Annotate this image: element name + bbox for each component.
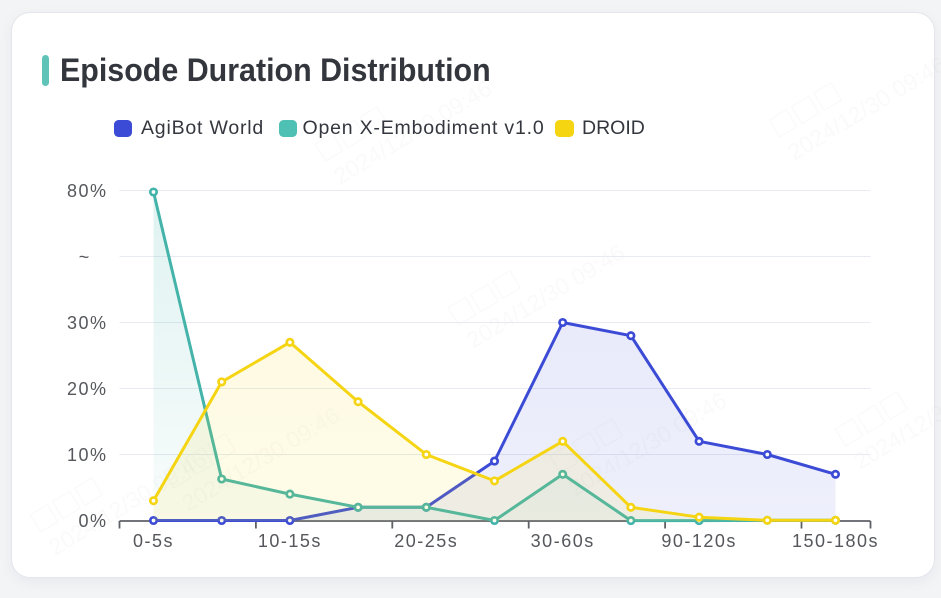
svg-text:0-5s: 0-5s bbox=[133, 531, 174, 551]
svg-text:10%: 10% bbox=[67, 445, 108, 465]
svg-text:150-180s: 150-180s bbox=[792, 531, 879, 551]
svg-text:10-15s: 10-15s bbox=[258, 531, 322, 551]
svg-text:30-60s: 30-60s bbox=[531, 531, 595, 551]
svg-text:80%: 80% bbox=[67, 181, 108, 201]
svg-text:30%: 30% bbox=[67, 313, 108, 333]
svg-text:90-120s: 90-120s bbox=[661, 531, 737, 551]
svg-text:20%: 20% bbox=[67, 379, 108, 399]
svg-text:0%: 0% bbox=[78, 511, 107, 531]
svg-text:20-25s: 20-25s bbox=[394, 531, 458, 551]
svg-text:~: ~ bbox=[79, 247, 90, 267]
svg-text:2024/12/30 09:46: 2024/12/30 09:46 bbox=[783, 51, 941, 166]
